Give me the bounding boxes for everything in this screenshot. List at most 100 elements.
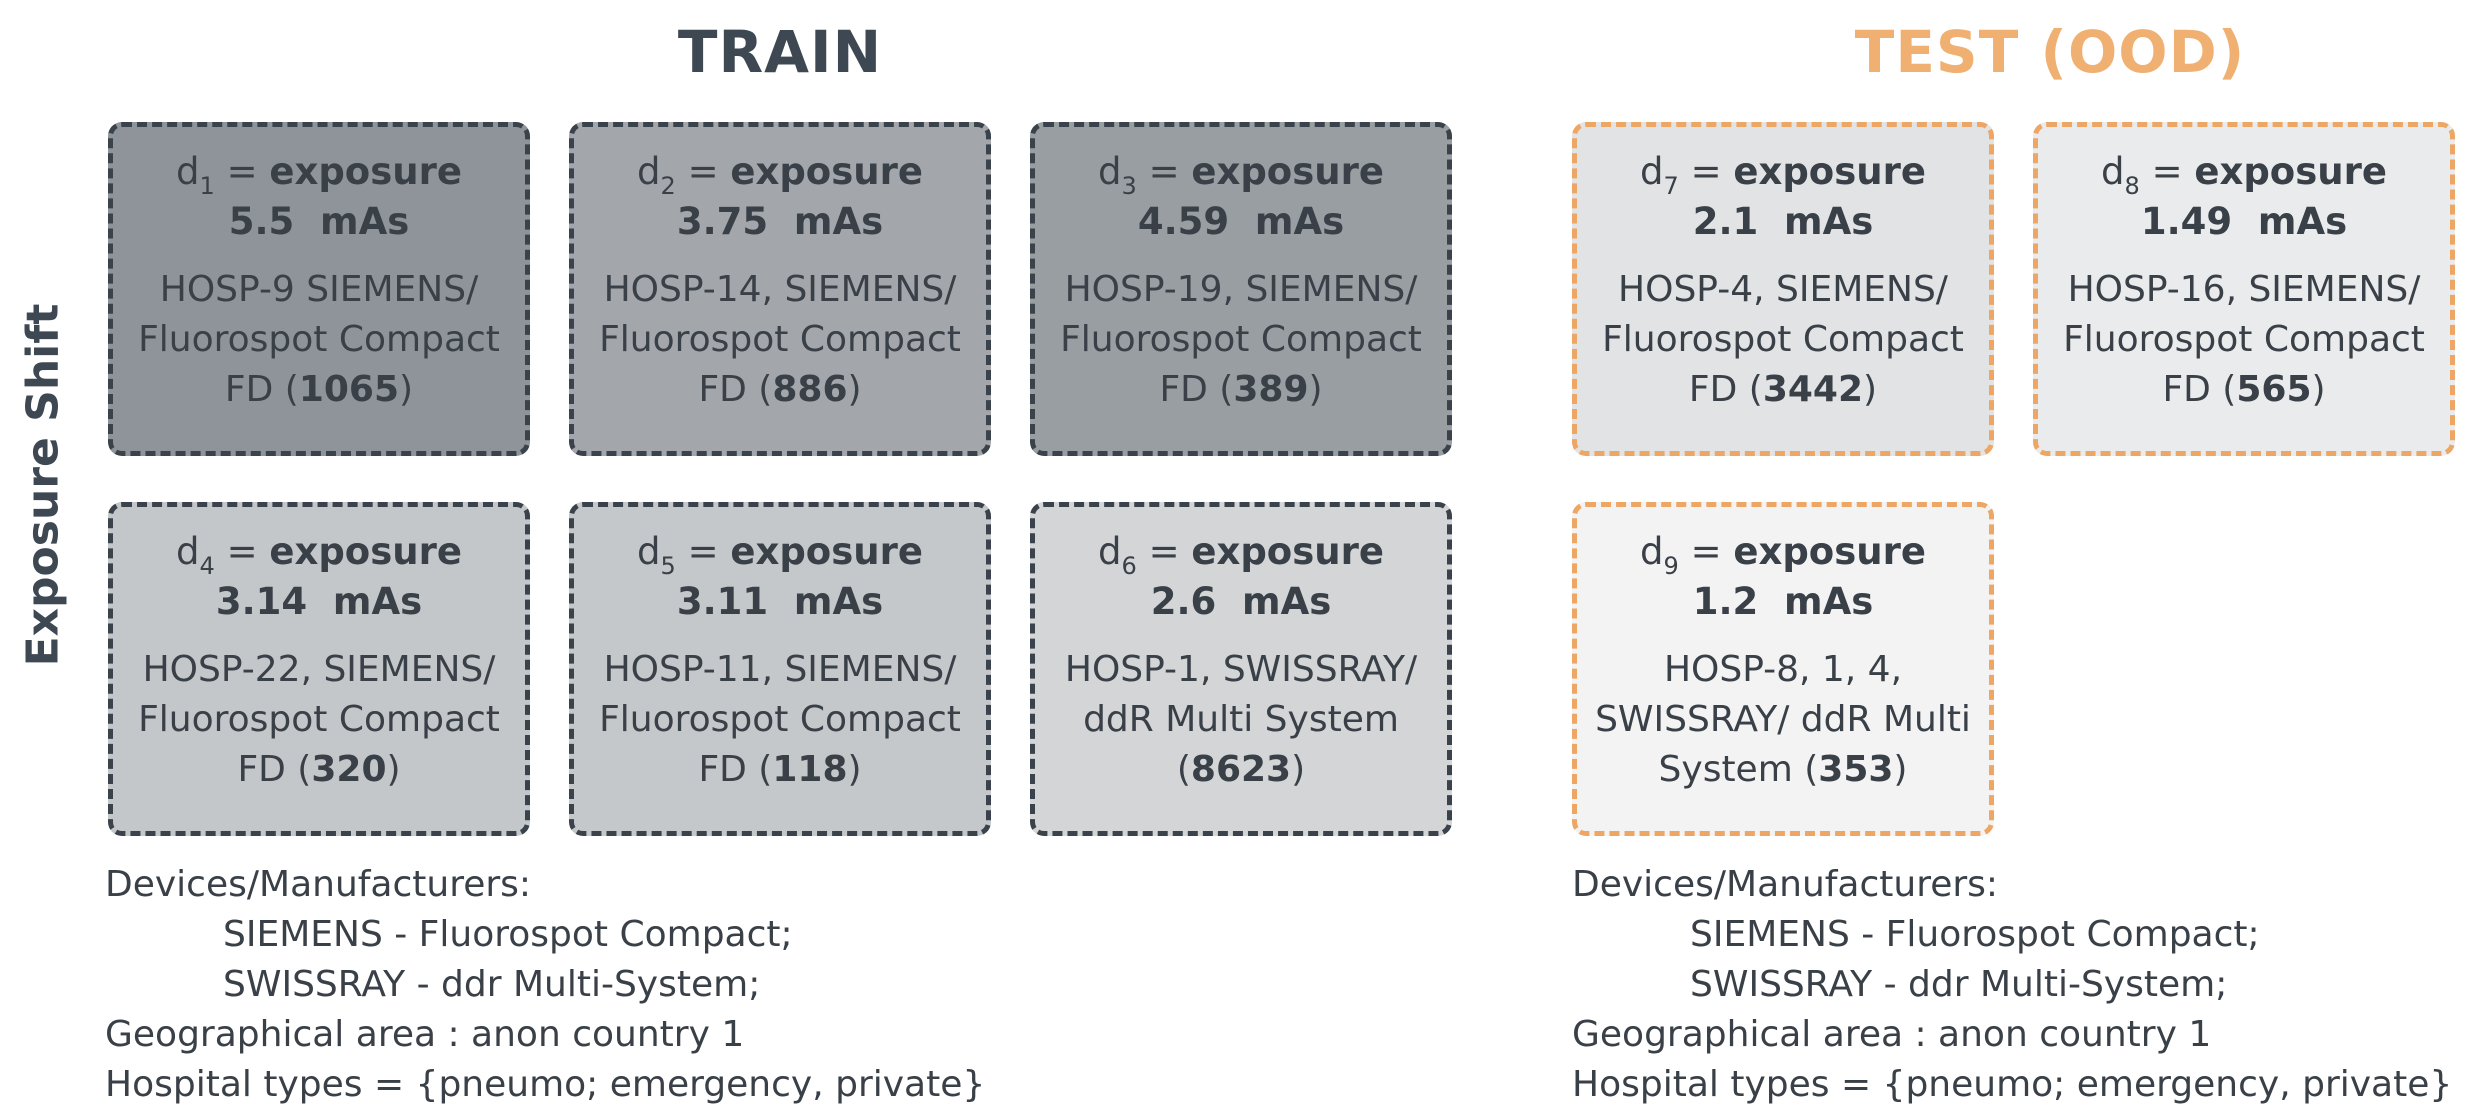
exposure-value: 1.49 mAs xyxy=(2140,200,2348,243)
closing-paren: ) xyxy=(1291,749,1306,790)
hospital-description: HOSP-4, SIEMENS/ Fluorospot Compact FD (… xyxy=(1577,265,1989,415)
closing-paren: ) xyxy=(1893,749,1908,790)
exposure-value: 2.1 mAs xyxy=(1692,200,1874,243)
test-domain-box: d9 = exposure 1.2 mAs HOSP-8, 1, 4, SWISSR… xyxy=(1572,502,1994,836)
shift-key: exposure xyxy=(1733,150,1926,193)
equals-sign: = xyxy=(675,150,731,193)
hospital-description: HOSP-9 SIEMENS/ Fluorospot Compact FD (1… xyxy=(113,265,525,415)
domain-label: d7 = exposure xyxy=(1577,149,1989,200)
domain-label: d3 = exposure xyxy=(1035,149,1447,200)
closing-paren: ) xyxy=(2311,369,2326,410)
hospital-device-text: HOSP-8, 1, 4, SWISSRAY/ ddR Multi System… xyxy=(1595,649,1971,790)
hospital-device-text: HOSP-1, SWISSRAY/ ddR Multi System ( xyxy=(1064,649,1418,790)
domain-label: d6 = exposure xyxy=(1035,529,1447,580)
hospital-types: Hospital types = {pneumo; emergency, pri… xyxy=(105,1064,986,1105)
hospital-device-text: HOSP-4, SIEMENS/ Fluorospot Compact FD ( xyxy=(1602,269,1964,410)
domain-label: d1 = exposure xyxy=(113,149,525,200)
closing-paren: ) xyxy=(386,749,401,790)
exposure-value: 3.11 mAs xyxy=(676,580,884,623)
equals-sign: = xyxy=(1136,150,1192,193)
sample-count: 389 xyxy=(1233,369,1309,410)
domain-subscript: 6 xyxy=(1121,552,1137,580)
domain-variable: d xyxy=(637,150,661,193)
hospital-types: Hospital types = {pneumo; emergency, pri… xyxy=(1572,1064,2453,1105)
equals-sign: = xyxy=(214,150,270,193)
domain-subscript: 4 xyxy=(199,552,215,580)
equals-sign: = xyxy=(675,530,731,573)
domain-subscript: 1 xyxy=(199,172,215,200)
shift-key: exposure xyxy=(730,150,923,193)
equals-sign: = xyxy=(1678,530,1734,573)
device-swissray: SWISSRAY - ddr Multi-System; xyxy=(223,964,761,1005)
domain-variable: d xyxy=(176,530,200,573)
exposure-value: 4.59 mAs xyxy=(1137,200,1345,243)
train-domain-box: d4 = exposure 3.14 mAs HOSP-22, SIEMENS/ F… xyxy=(108,502,530,836)
sample-count: 886 xyxy=(772,369,848,410)
domain-subscript: 8 xyxy=(2124,172,2140,200)
shift-key: exposure xyxy=(1191,530,1384,573)
shift-key: exposure xyxy=(269,530,462,573)
closing-paren: ) xyxy=(847,369,862,410)
y-axis-label-wrapper: Exposure Shift xyxy=(8,304,78,667)
domain-subscript: 5 xyxy=(660,552,676,580)
domain-label: d5 = exposure xyxy=(574,529,986,580)
hospital-device-text: HOSP-11, SIEMENS/ Fluorospot Compact FD … xyxy=(599,649,961,790)
hospital-description: HOSP-8, 1, 4, SWISSRAY/ ddR Multi System… xyxy=(1577,645,1989,795)
device-siemens: SIEMENS - Fluorospot Compact; xyxy=(1690,914,2260,955)
geographical-area: Geographical area : anon country 1 xyxy=(105,1014,745,1055)
exposure-value: 3.75 mAs xyxy=(676,200,884,243)
sample-count: 353 xyxy=(1818,749,1894,790)
equals-sign: = xyxy=(214,530,270,573)
domain-label: d9 = exposure xyxy=(1577,529,1989,580)
equals-sign: = xyxy=(1678,150,1734,193)
train-footer: Devices/Manufacturers: SIEMENS - Fluoros… xyxy=(105,860,985,1110)
sample-count: 1065 xyxy=(298,369,400,410)
train-domain-box: d1 = exposure 5.5 mAs HOSP-9 SIEMENS/ Fluo… xyxy=(108,122,530,456)
hospital-device-text: HOSP-22, SIEMENS/ Fluorospot Compact FD … xyxy=(138,649,500,790)
closing-paren: ) xyxy=(1863,369,1878,410)
train-domain-box: d3 = exposure 4.59 mAs HOSP-19, SIEMENS/ F… xyxy=(1030,122,1452,456)
domain-variable: d xyxy=(1098,150,1122,193)
hospital-device-text: HOSP-14, SIEMENS/ Fluorospot Compact FD … xyxy=(599,269,961,410)
exposure-value: 3.14 mAs xyxy=(215,580,423,623)
device-siemens: SIEMENS - Fluorospot Compact; xyxy=(223,914,793,955)
domain-label: d4 = exposure xyxy=(113,529,525,580)
shift-key: exposure xyxy=(1191,150,1384,193)
test-domain-box: d8 = exposure 1.49 mAs HOSP-16, SIEMENS/ F… xyxy=(2033,122,2455,456)
train-title: TRAIN xyxy=(677,18,883,86)
exposure-value: 1.2 mAs xyxy=(1692,580,1874,623)
sample-count: 3442 xyxy=(1762,369,1864,410)
domain-subscript: 2 xyxy=(660,172,676,200)
sample-count: 320 xyxy=(311,749,387,790)
domain-label: d2 = exposure xyxy=(574,149,986,200)
sample-count: 118 xyxy=(772,749,848,790)
equals-sign: = xyxy=(2139,150,2195,193)
hospital-description: HOSP-1, SWISSRAY/ ddR Multi System (8623… xyxy=(1035,645,1447,795)
shift-key: exposure xyxy=(730,530,923,573)
domain-variable: d xyxy=(1640,530,1664,573)
hospital-description: HOSP-14, SIEMENS/ Fluorospot Compact FD … xyxy=(574,265,986,415)
test-domain-box: d7 = exposure 2.1 mAs HOSP-4, SIEMENS/ Flu… xyxy=(1572,122,1994,456)
devices-label: Devices/Manufacturers: xyxy=(105,864,532,905)
hospital-description: HOSP-16, SIEMENS/ Fluorospot Compact FD … xyxy=(2038,265,2450,415)
geographical-area: Geographical area : anon country 1 xyxy=(1572,1014,2212,1055)
shift-key: exposure xyxy=(1733,530,1926,573)
devices-label: Devices/Manufacturers: xyxy=(1572,864,1999,905)
test-title: TEST (OOD) xyxy=(1854,18,2246,86)
equals-sign: = xyxy=(1136,530,1192,573)
domain-variable: d xyxy=(176,150,200,193)
hospital-device-text: HOSP-9 SIEMENS/ Fluorospot Compact FD ( xyxy=(138,269,500,410)
hospital-description: HOSP-19, SIEMENS/ Fluorospot Compact FD … xyxy=(1035,265,1447,415)
domain-subscript: 9 xyxy=(1663,552,1679,580)
hospital-device-text: HOSP-16, SIEMENS/ Fluorospot Compact FD … xyxy=(2063,269,2425,410)
closing-paren: ) xyxy=(399,369,414,410)
train-domain-box: d2 = exposure 3.75 mAs HOSP-14, SIEMENS/ F… xyxy=(569,122,991,456)
shift-key: exposure xyxy=(269,150,462,193)
closing-paren: ) xyxy=(847,749,862,790)
domain-variable: d xyxy=(1098,530,1122,573)
shift-key: exposure xyxy=(2194,150,2387,193)
domain-subscript: 7 xyxy=(1663,172,1679,200)
train-domain-box: d5 = exposure 3.11 mAs HOSP-11, SIEMENS/ F… xyxy=(569,502,991,836)
closing-paren: ) xyxy=(1308,369,1323,410)
